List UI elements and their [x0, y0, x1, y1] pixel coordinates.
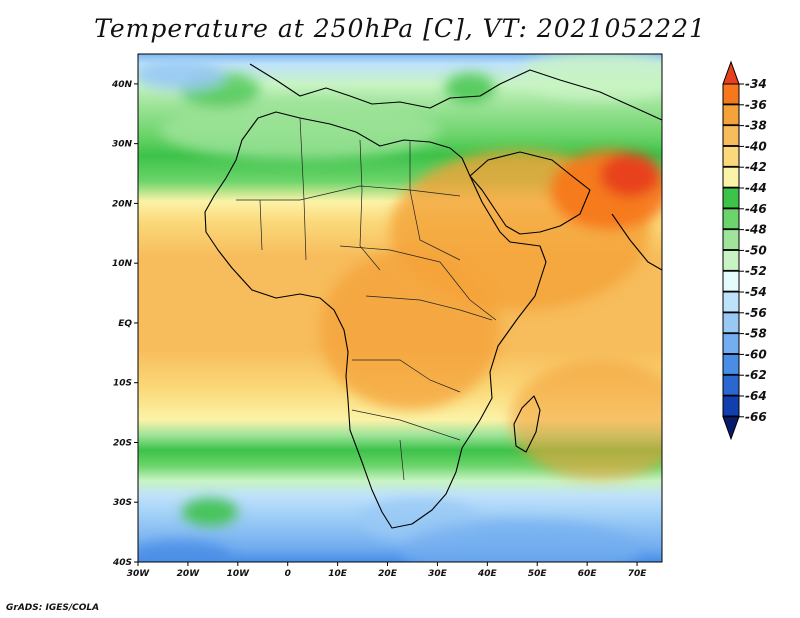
- colorbar-top-arrow: [722, 60, 740, 85]
- colorbar-box: [722, 353, 740, 375]
- x-axis-ticks: 30W 20W 10W 0 10E 20E 30E 40E 50E 60E 70E: [127, 562, 647, 579]
- colorbar-box: [722, 395, 740, 417]
- colorbar-label: -62: [745, 368, 767, 382]
- colorbar-label: -34: [745, 77, 767, 91]
- map-plot-area: [138, 54, 662, 562]
- colorbar-label: -66: [745, 410, 767, 424]
- africa-coastline: [204, 111, 547, 529]
- arabia-coastline: [469, 151, 591, 235]
- map-frame: [137, 53, 663, 563]
- y-tick-label: 10N: [112, 259, 133, 269]
- colorbar-label: -46: [745, 202, 767, 216]
- colorbar: -34 -36 -38 -40 -42 -44 -46 -48 -50 -52 -54 -56 -58 -…: [722, 60, 767, 441]
- colorbar-bottom-arrow: [722, 416, 740, 441]
- x-tick-label: 10W: [227, 569, 251, 579]
- y-tick-label: 20S: [113, 438, 132, 448]
- europe-coastline: [249, 63, 662, 121]
- colorbar-box: [722, 312, 740, 334]
- x-tick-label: 30E: [428, 569, 448, 579]
- x-tick-label: 0: [285, 569, 291, 579]
- colorbar-box: [722, 166, 740, 188]
- y-tick-label: 30S: [113, 498, 132, 508]
- colorbar-box: [722, 104, 740, 126]
- colorbar-label: -50: [745, 243, 767, 257]
- map-title: Temperature at 250hPa [C], VT: 202105222…: [94, 14, 706, 43]
- colorbar-label: -36: [745, 98, 767, 112]
- colorbar-label: -54: [745, 285, 767, 299]
- colorbar-label: -56: [745, 306, 767, 320]
- colorbar-label: -40: [745, 139, 767, 153]
- colorbar-box: [722, 270, 740, 292]
- colorbar-label: -52: [745, 264, 767, 278]
- coastlines: [204, 63, 662, 529]
- y-axis-ticks: 40S 30S 20S 10S EQ 10N 20N 30N 40N: [111, 80, 138, 568]
- y-tick-label: 30N: [112, 140, 133, 150]
- x-tick-label: 50E: [528, 569, 548, 579]
- colorbar-label: -42: [745, 160, 767, 174]
- india-coastline: [611, 213, 662, 271]
- y-tick-label: 40N: [111, 80, 133, 90]
- colorbar-box: [722, 229, 740, 251]
- colorbar-box: [722, 249, 740, 271]
- y-tick-label: 40S: [112, 558, 132, 568]
- country-borders: [236, 117, 497, 481]
- colorbar-label: -64: [745, 389, 767, 403]
- colorbar-box: [722, 145, 740, 167]
- colorbar-box: [722, 125, 740, 147]
- grads-credit: GrADS: IGES/COLA: [6, 603, 100, 613]
- colorbar-label: -58: [745, 327, 767, 341]
- colorbar-box: [722, 208, 740, 230]
- temperature-field-features: [138, 54, 662, 562]
- colorbar-box: [722, 291, 740, 313]
- colorbar-box: [722, 83, 740, 105]
- colorbar-box: [722, 333, 740, 355]
- colorbar-box: [722, 187, 740, 209]
- x-tick-label: 20W: [177, 569, 201, 579]
- madagascar-coastline: [513, 395, 541, 453]
- colorbar-label: -38: [745, 119, 767, 133]
- x-tick-label: 10E: [328, 569, 348, 579]
- colorbar-box: [722, 374, 740, 396]
- x-tick-label: 20E: [378, 569, 398, 579]
- x-tick-label: 70E: [628, 569, 648, 579]
- y-tick-label: EQ: [118, 319, 132, 329]
- colorbar-label: -44: [745, 181, 767, 195]
- y-tick-label: 10S: [113, 379, 132, 389]
- x-tick-label: 60E: [578, 569, 598, 579]
- x-tick-label: 30W: [127, 569, 151, 579]
- colorbar-label: -60: [745, 347, 767, 361]
- x-tick-label: 40E: [477, 569, 498, 579]
- y-tick-label: 20N: [112, 199, 133, 209]
- colorbar-label: -48: [745, 223, 767, 237]
